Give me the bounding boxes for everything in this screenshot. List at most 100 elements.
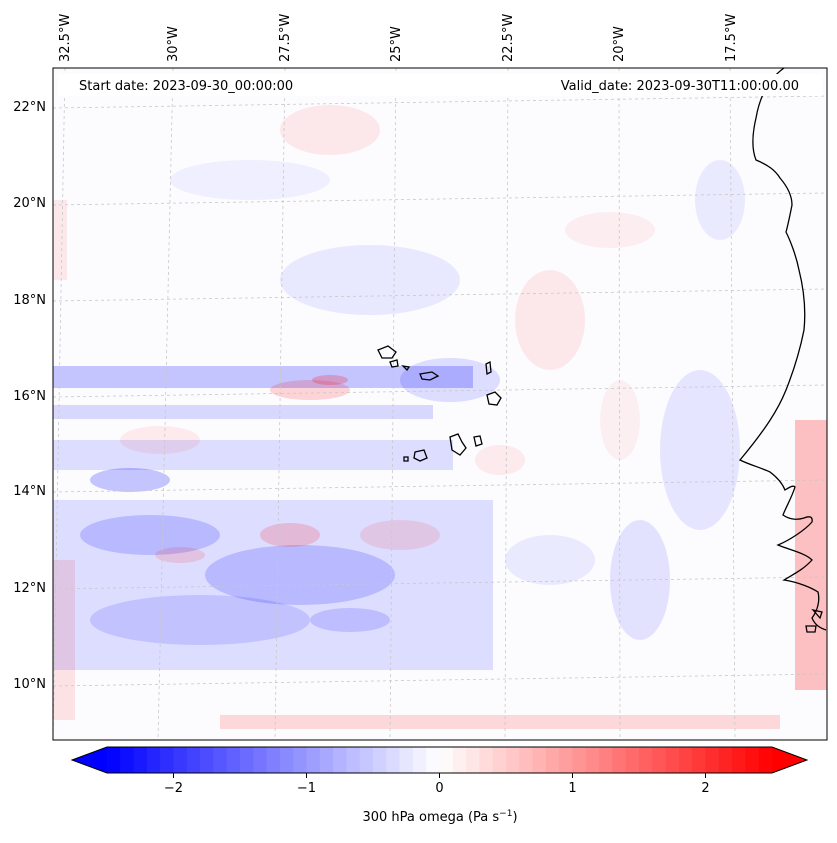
colorbar-cell — [652, 747, 667, 773]
colorbar-cell — [213, 747, 228, 773]
colorbar-tick-label: 2 — [701, 781, 709, 796]
lat-label: 12°N — [13, 581, 46, 596]
colorbar-cell — [519, 747, 534, 773]
lat-label: 14°N — [13, 484, 46, 499]
gridlines — [53, 68, 827, 740]
colorbar-tick-label: −1 — [297, 781, 316, 796]
colorbar-cell — [146, 747, 161, 773]
omega-patch — [90, 468, 170, 492]
omega-patch — [515, 270, 585, 370]
omega-patch — [170, 160, 330, 200]
colorbar-cell — [532, 747, 547, 773]
omega-patch — [505, 535, 595, 585]
omega-patch — [80, 515, 220, 555]
colorbar-cell — [625, 747, 640, 773]
colorbar-cell — [665, 747, 680, 773]
colorbar-cell — [732, 747, 746, 773]
colorbar-cell — [426, 747, 441, 773]
omega-patch — [565, 212, 655, 248]
lon-gridline — [274, 68, 286, 740]
island — [413, 449, 428, 462]
colorbar-cell — [758, 747, 773, 773]
colorbar-cell — [386, 747, 401, 773]
omega-patch — [610, 520, 670, 640]
omega-band — [53, 366, 473, 388]
lon-label: 20°W — [612, 26, 627, 62]
colorbar-cell — [266, 747, 281, 773]
lon-gridline — [389, 68, 397, 740]
colorbar-tick-label: 1 — [568, 781, 576, 796]
colorbar-cell — [745, 747, 760, 773]
island — [805, 625, 817, 633]
start-date-label: Start date: 2023-09-30_00:00:00 — [79, 79, 293, 94]
colorbar-cell — [678, 747, 693, 773]
island — [473, 435, 483, 447]
lon-label: 25°W — [389, 26, 404, 62]
colorbar-extend-max — [772, 747, 807, 773]
island — [389, 359, 399, 368]
colorbar-cell — [226, 747, 241, 773]
omega-field — [53, 105, 827, 729]
colorbar: −2 −1 0 1 2 300 hPa omega (Pa s−1) — [70, 746, 809, 825]
lon-label: 22.5°W — [501, 14, 516, 62]
valid-date-label: Valid_date: 2023-09-30T11:00:00.00 — [561, 79, 799, 94]
colorbar-cell — [293, 747, 308, 773]
colorbar-extend-min — [72, 747, 107, 773]
date-strip — [58, 74, 822, 96]
colorbar-cell — [559, 747, 574, 773]
omega-band — [53, 440, 453, 470]
colorbar-cell — [107, 747, 121, 773]
omega-band — [53, 560, 75, 720]
omega-patch — [205, 545, 395, 605]
colorbar-cell — [160, 747, 175, 773]
island — [419, 371, 440, 381]
omega-patch — [660, 370, 740, 530]
lat-label: 22°N — [13, 100, 46, 115]
colorbar-cell — [240, 747, 254, 773]
colorbar-cell — [466, 747, 480, 773]
lon-gridline — [504, 68, 509, 740]
colorbar-cell — [599, 747, 613, 773]
colorbar-cell — [373, 747, 387, 773]
omega-patch — [120, 426, 200, 454]
island — [811, 608, 823, 620]
omega-band — [220, 715, 780, 729]
lon-axis: 32.5°W 30°W 27.5°W 25°W 22.5°W 20°W 17.5… — [58, 14, 739, 62]
colorbar-cell — [186, 747, 201, 773]
colorbar-cell — [718, 747, 733, 773]
omega-patch — [270, 380, 350, 400]
colorbar-tick-label: −2 — [164, 781, 183, 796]
omega-patch — [280, 245, 460, 315]
colorbar-cell — [452, 747, 467, 773]
colorbar-cell — [705, 747, 720, 773]
omega-patch — [53, 500, 493, 670]
omega-patch — [280, 105, 380, 155]
coastline — [377, 68, 827, 633]
island — [377, 345, 397, 359]
colorbar-cell — [359, 747, 374, 773]
colorbar-cell — [333, 747, 347, 773]
colorbar-cell — [479, 747, 494, 773]
island — [449, 433, 467, 456]
omega-patch — [695, 160, 745, 240]
lat-label: 18°N — [13, 293, 46, 308]
colorbar-cell — [306, 747, 321, 773]
colorbar-cell — [279, 747, 294, 773]
lon-gridline — [53, 68, 66, 740]
omega-patch — [310, 608, 390, 632]
colorbar-cell — [585, 747, 600, 773]
colorbar-label: 300 hPa omega (Pa s−1) — [362, 809, 517, 825]
colorbar-cell — [439, 747, 454, 773]
colorbar-outline — [70, 746, 809, 774]
colorbar-cell — [506, 747, 520, 773]
africa-coastline — [738, 68, 827, 631]
island — [486, 391, 502, 406]
lat-label: 20°N — [13, 196, 46, 211]
colorbar-cell — [133, 747, 148, 773]
colorbar-cell — [399, 747, 414, 773]
map-panel: Start date: 2023-09-30_00:00:00 Valid_da… — [52, 67, 828, 741]
colorbar-cell — [492, 747, 507, 773]
colorbar-cell — [346, 747, 361, 773]
